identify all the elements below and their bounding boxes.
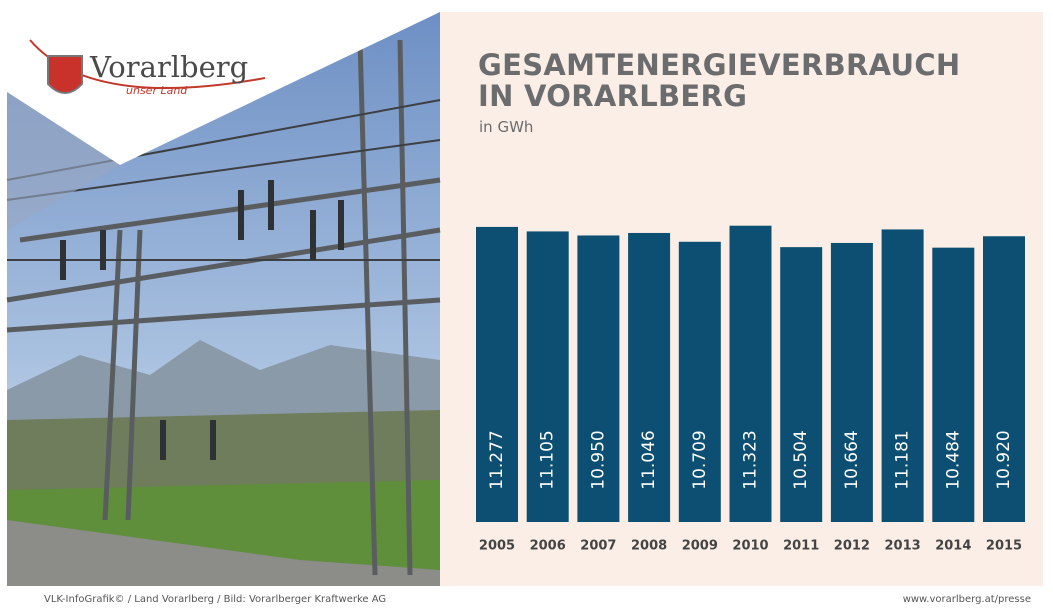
photo: [7, 12, 440, 586]
value-label: 10.664: [842, 430, 862, 489]
x-tick-label: 2013: [885, 539, 921, 554]
value-label: 11.323: [741, 430, 761, 489]
footer-credits: VLK-InfoGrafik© / Land Vorarlberg / Bild…: [44, 594, 386, 605]
value-label: 10.484: [943, 430, 963, 489]
value-label: 10.950: [588, 430, 608, 489]
value-label: 11.105: [538, 430, 558, 489]
x-tick-label: 2009: [682, 539, 718, 554]
chart-title: GESAMTENERGIEVERBRAUCH IN VORARLBERG: [478, 50, 998, 112]
value-label: 11.181: [893, 430, 913, 489]
x-tick-label: 2015: [986, 539, 1022, 554]
value-label: 11.277: [487, 430, 507, 489]
footer-url: www.vorarlberg.at/presse: [903, 594, 1031, 605]
value-label: 10.709: [690, 430, 710, 489]
x-tick-label: 2007: [580, 539, 616, 554]
value-label: 10.920: [994, 430, 1014, 489]
infographic: 11.277 2005 11.105 2006 10.950 2007 11.046 2008…: [0, 0, 1053, 610]
x-tick-label: 2006: [530, 539, 566, 554]
logo-tagline: unser Land: [126, 84, 187, 97]
value-label: 10.504: [791, 430, 811, 489]
x-tick-label: 2014: [935, 539, 971, 554]
logo-name: Vorarlberg: [90, 50, 248, 84]
chart-subtitle: in GWh: [479, 118, 533, 136]
x-tick-label: 2011: [783, 539, 819, 554]
x-tick-label: 2008: [631, 539, 667, 554]
x-tick-label: 2010: [732, 539, 768, 554]
value-label: 11.046: [639, 430, 659, 489]
x-tick-label: 2012: [834, 539, 870, 554]
x-tick-label: 2005: [479, 539, 515, 554]
